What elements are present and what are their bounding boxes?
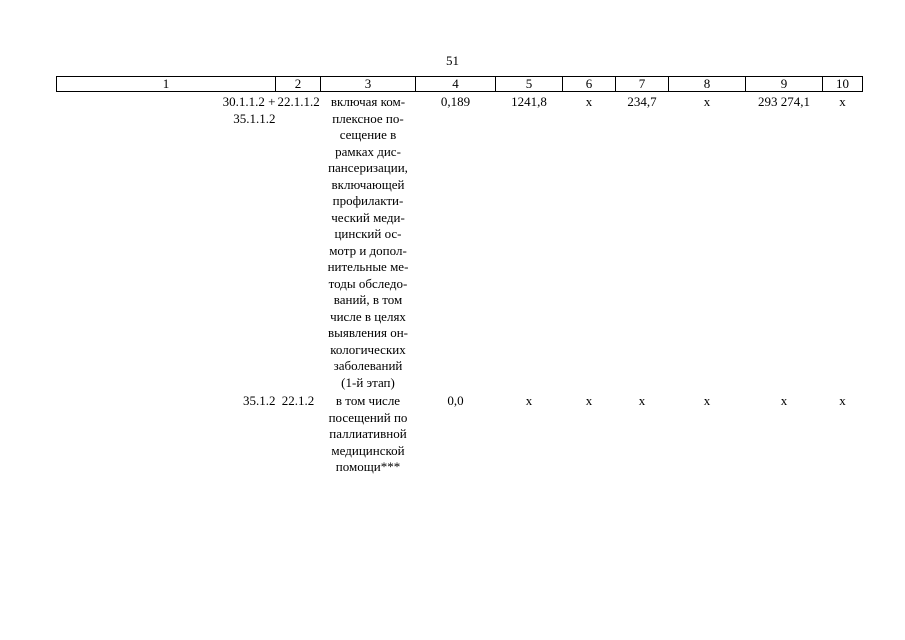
table-cell: х	[585, 393, 593, 408]
header-cell: 3	[320, 76, 416, 92]
cell-text: 35.1.2	[243, 393, 276, 408]
table-cell: 0,0	[447, 393, 464, 408]
header-cell: 9	[745, 76, 823, 92]
table-cell: х	[638, 393, 646, 408]
table-cell: х	[703, 94, 711, 109]
table-cell: х	[839, 94, 846, 109]
table-cell: 22.1.1.2	[277, 94, 320, 109]
cell-text: 30.1.1.2 + 35.1.1.2	[222, 94, 276, 126]
header-cell: 7	[615, 76, 669, 92]
table-cell: 1241,8	[511, 94, 547, 109]
header-cell: 8	[668, 76, 746, 92]
header-row: 1 2 3 4 5 6 7 8 9 10	[56, 76, 863, 92]
table-cell: 30.1.1.2 + 35.1.1.2	[57, 92, 276, 392]
table-cell: 22.1.2	[281, 393, 315, 408]
table-row: 35.1.2 22.1.2 в том числе посещений по пал…	[57, 391, 863, 476]
header-cell: 4	[415, 76, 496, 92]
table-cell: 293 274,1	[758, 94, 810, 109]
header-cell: 10	[822, 76, 863, 92]
table-row: 30.1.1.2 + 35.1.1.2 22.1.1.2 включая ком- …	[57, 92, 863, 392]
table-cell: 0,189	[440, 94, 471, 109]
table-cell: х	[839, 393, 846, 408]
table-cell: х	[703, 393, 711, 408]
table-cell: в том числе посещений по паллиативной ме…	[328, 393, 408, 474]
table-cell: 234,7	[627, 94, 657, 109]
table-cell: х	[525, 393, 533, 408]
table-cell: х	[585, 94, 593, 109]
header-cell: 6	[562, 76, 616, 92]
table-body: 30.1.1.2 + 35.1.1.2 22.1.1.2 включая ком- …	[57, 92, 863, 476]
header-cell: 5	[495, 76, 563, 92]
page-number: 51	[446, 53, 459, 68]
header-cell: 1	[56, 76, 276, 92]
table-cell: включая ком- плексное по- сещение в рамк…	[327, 94, 409, 390]
table: 1 2 3 4 5 6 7 8 9 10 30.1.1.2 + 35.1.1.2 22.1.1.2 в…	[56, 76, 863, 476]
table-cell: х	[780, 393, 788, 408]
table-cell: 35.1.2	[57, 391, 276, 476]
header-cell: 2	[275, 76, 321, 92]
